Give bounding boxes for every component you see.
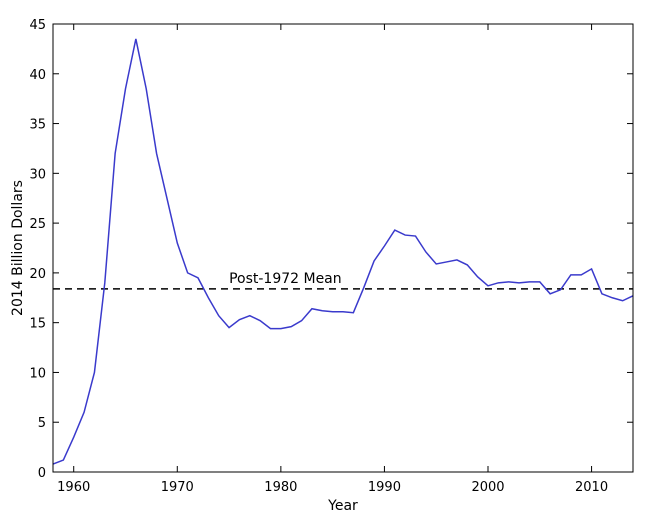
y-tick-label: 45 (29, 18, 46, 33)
x-tick-label: 1960 (57, 480, 90, 495)
y-tick-label: 20 (29, 267, 46, 282)
plot-frame (52, 23, 634, 473)
y-axis-title: 2014 Billion Dollars (10, 180, 26, 316)
y-tick-label: 0 (38, 466, 46, 481)
y-tick-label: 30 (29, 167, 46, 182)
x-tick-label: 1990 (368, 480, 401, 495)
y-tick-labels: 0 5 10 15 20 25 30 35 40 45 (29, 18, 46, 481)
y-tick-label: 40 (29, 68, 46, 83)
y-tick-label: 25 (29, 217, 46, 232)
series-line (52, 38, 634, 465)
y-tick-label: 15 (29, 317, 46, 332)
x-tick-label: 2010 (575, 480, 608, 495)
y-tick-label: 35 (29, 118, 46, 133)
y-tick-label: 10 (29, 366, 46, 381)
x-tick-labels: 1960 1970 1980 1990 2000 2010 (57, 480, 608, 495)
tick-marks (53, 23, 633, 473)
x-tick-label: 1980 (264, 480, 297, 495)
y-tick-label: 5 (38, 416, 46, 431)
x-tick-label: 2000 (471, 480, 504, 495)
x-axis-title: Year (327, 498, 358, 514)
x-tick-label: 1970 (161, 480, 194, 495)
reference-line-label: Post-1972 Mean (229, 271, 342, 287)
